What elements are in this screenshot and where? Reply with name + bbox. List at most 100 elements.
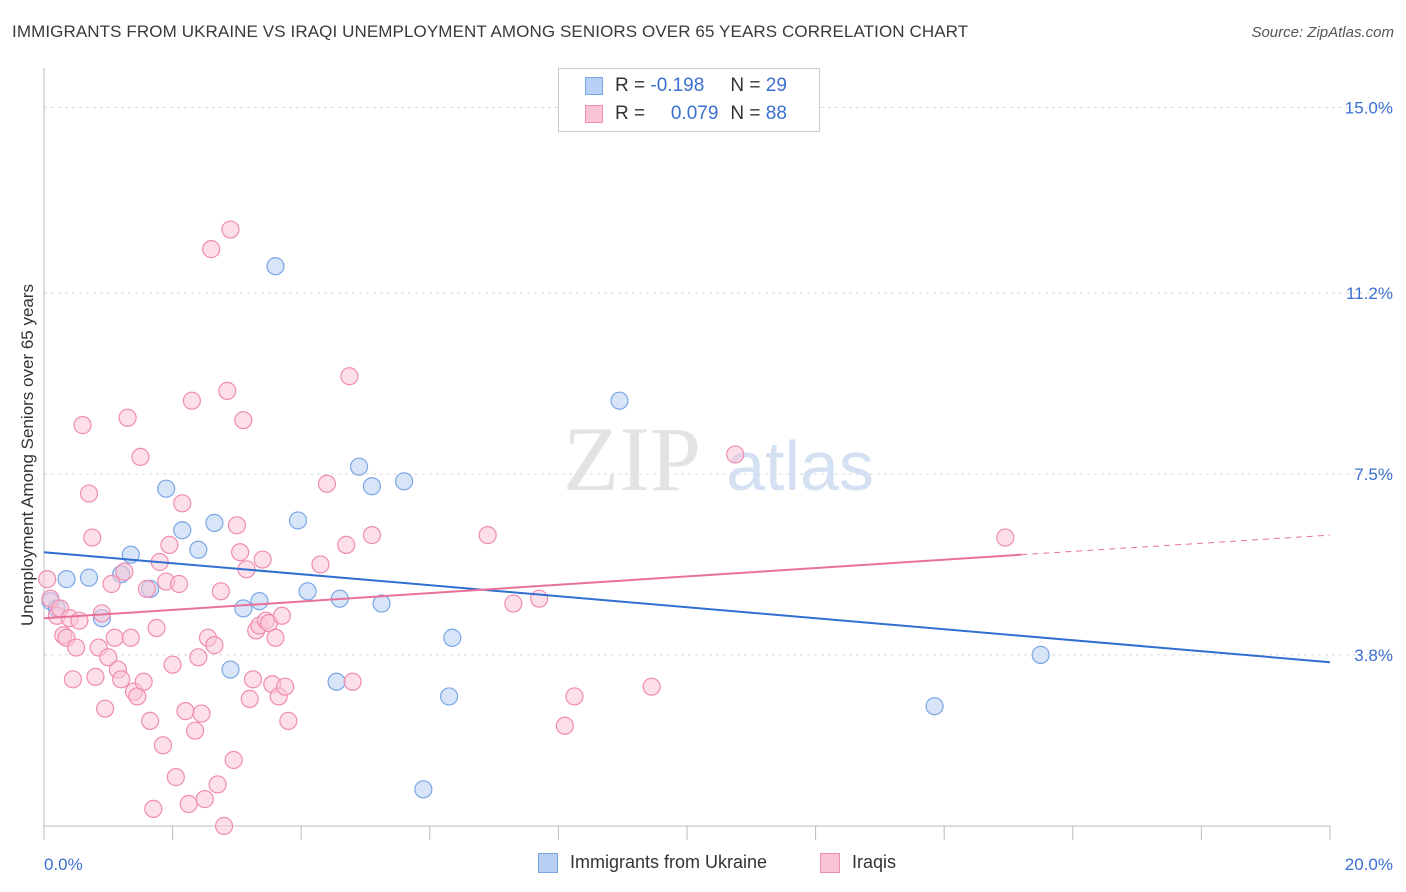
point-iraqis xyxy=(195,790,214,809)
point-iraqis xyxy=(147,618,166,638)
point-ukraine xyxy=(250,592,269,611)
legend-swatch-ukraine xyxy=(538,852,558,873)
point-ukraine xyxy=(439,687,459,706)
point-iraqis xyxy=(131,447,150,466)
point-iraqis xyxy=(227,516,246,535)
point-ukraine xyxy=(79,568,99,587)
point-ukraine xyxy=(372,594,391,613)
point-iraqis xyxy=(166,768,185,787)
point-iraqis xyxy=(279,711,298,730)
point-ukraine xyxy=(205,513,224,532)
point-iraqis xyxy=(105,628,124,647)
point-iraqis xyxy=(112,670,131,689)
point-iraqis xyxy=(208,775,227,794)
trend-line-iraqis xyxy=(43,553,1022,620)
point-ukraine xyxy=(57,570,76,589)
point-iraqis xyxy=(726,445,745,464)
point-ukraine xyxy=(189,540,208,559)
point-iraqis xyxy=(83,528,102,547)
legend-r-label: R = xyxy=(615,75,646,96)
y-tick-label: 15.0% xyxy=(1345,98,1393,117)
point-iraqis xyxy=(317,474,337,493)
legend-r-label: R = xyxy=(615,103,646,124)
legend-row-iraqis: R = 0.079 N = 88 xyxy=(585,101,787,127)
point-iraqis xyxy=(266,628,285,647)
legend-n-label: N = xyxy=(730,75,761,96)
point-iraqis xyxy=(115,562,134,581)
point-iraqis xyxy=(202,240,221,259)
x-tick-label: 20.0% xyxy=(1345,855,1393,874)
point-iraqis xyxy=(272,606,292,625)
point-iraqis xyxy=(240,689,259,708)
point-ukraine xyxy=(157,479,176,498)
point-iraqis xyxy=(343,672,362,691)
point-ukraine xyxy=(173,521,192,540)
y-tick-label: 11.2% xyxy=(1346,284,1393,303)
legend-item-ukraine[interactable]: Immigrants from Ukraine xyxy=(538,852,767,873)
legend-item-iraqis[interactable]: Iraqis xyxy=(820,852,896,873)
point-ukraine xyxy=(394,472,414,491)
point-iraqis xyxy=(173,494,192,513)
point-iraqis xyxy=(186,721,205,740)
point-ukraine xyxy=(362,477,382,496)
point-ukraine xyxy=(266,257,285,276)
point-iraqis xyxy=(182,391,201,410)
point-iraqis xyxy=(137,579,156,598)
point-iraqis xyxy=(276,677,295,696)
source-label: Source: ZipAtlas.com xyxy=(1251,24,1394,41)
point-iraqis xyxy=(160,535,179,554)
legend-swatch-iraqis xyxy=(585,105,603,123)
stats-legend: R = -0.198 N = 29 R = 0.079 N = 88 xyxy=(558,68,820,132)
y-tick-label: 7.5% xyxy=(1354,465,1393,484)
point-iraqis xyxy=(340,367,359,386)
legend-r-value: -0.198 xyxy=(650,75,705,96)
point-ukraine xyxy=(349,457,369,476)
point-iraqis xyxy=(192,704,211,723)
point-iraqis xyxy=(231,543,250,562)
point-iraqis xyxy=(176,702,195,721)
trend-line-ukraine xyxy=(43,551,1331,664)
legend-n-value: 88 xyxy=(765,103,787,124)
point-iraqis xyxy=(530,589,549,608)
trend-line-iraqis-extension xyxy=(1021,534,1331,556)
legend-r-value: 0.079 xyxy=(670,103,719,124)
point-iraqis xyxy=(555,716,574,735)
point-ukraine xyxy=(234,599,253,618)
point-ukraine xyxy=(925,697,944,716)
point-iraqis xyxy=(140,711,160,730)
point-iraqis xyxy=(253,550,272,569)
point-iraqis xyxy=(337,535,356,554)
point-ukraine xyxy=(414,780,433,799)
point-iraqis xyxy=(121,628,140,647)
point-iraqis xyxy=(362,526,382,545)
chart-title: IMMIGRANTS FROM UKRAINE VS IRAQI UNEMPLO… xyxy=(12,22,969,41)
legend-row-ukraine: R = -0.198 N = 29 xyxy=(585,73,787,99)
point-iraqis xyxy=(211,582,230,601)
y-tick-label: 3.8% xyxy=(1354,646,1393,665)
x-tick-label: 0.0% xyxy=(44,855,83,874)
point-iraqis xyxy=(163,655,182,674)
point-iraqis xyxy=(86,667,105,686)
legend-n-label: N = xyxy=(730,103,761,124)
point-iraqis xyxy=(67,638,86,657)
series-legend: Immigrants from Ukraine Iraqis xyxy=(0,852,1406,878)
point-ukraine xyxy=(610,391,629,410)
point-iraqis xyxy=(153,736,173,755)
point-iraqis xyxy=(144,799,163,818)
point-iraqis xyxy=(205,636,224,655)
y-axis-label: Unemployment Among Seniors over 65 years xyxy=(18,283,37,627)
point-ukraine xyxy=(288,511,308,530)
point-iraqis xyxy=(243,670,263,689)
legend-label-ukraine: Immigrants from Ukraine xyxy=(570,852,768,872)
point-iraqis xyxy=(224,750,243,770)
point-ukraine xyxy=(443,628,462,647)
point-iraqis xyxy=(169,574,189,594)
point-iraqis xyxy=(99,648,118,667)
point-iraqis xyxy=(996,528,1015,547)
legend-n-value: 29 xyxy=(765,75,787,96)
point-iraqis xyxy=(79,484,99,503)
point-ukraine xyxy=(1031,645,1050,664)
point-iraqis xyxy=(95,699,115,718)
legend-swatch-iraqis xyxy=(820,852,840,873)
